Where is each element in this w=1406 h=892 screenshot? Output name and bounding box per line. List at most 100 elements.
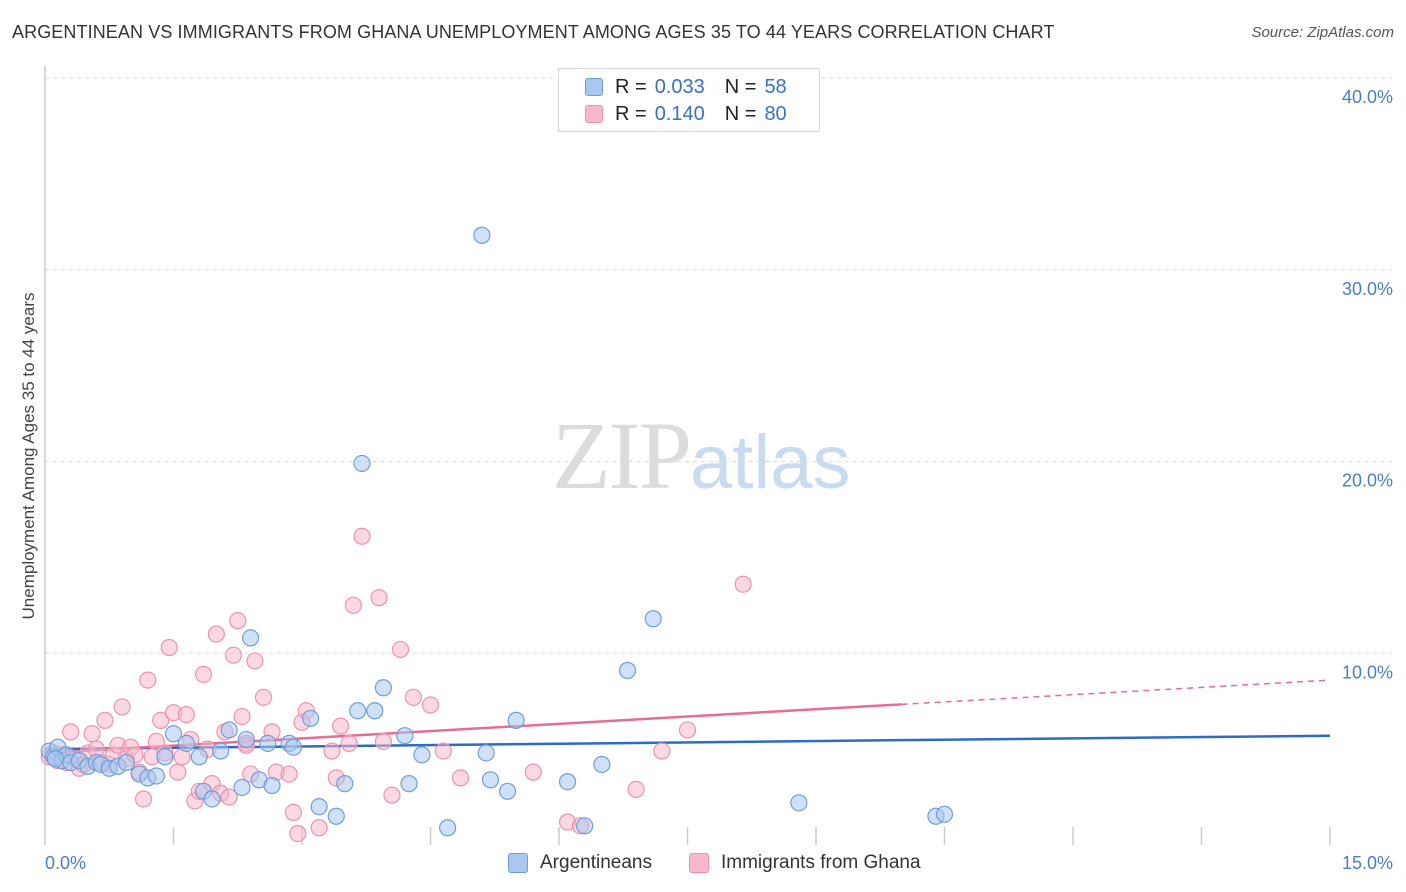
- point-argentineans: [396, 727, 414, 745]
- point-ghana: [653, 742, 671, 760]
- point-ghana: [524, 763, 542, 781]
- point-argentineans: [790, 794, 808, 812]
- point-ghana: [113, 698, 131, 716]
- argentineans-swatch: [585, 78, 603, 96]
- chart-title: ARGENTINEAN VS IMMIGRANTS FROM GHANA UNE…: [12, 22, 1055, 42]
- point-ghana: [340, 734, 358, 752]
- point-argentineans: [507, 711, 525, 729]
- point-ghana: [169, 763, 187, 781]
- point-ghana: [331, 717, 350, 735]
- point-ghana: [246, 652, 264, 670]
- x-tick-label: 15.0%: [1342, 853, 1393, 873]
- ghana-swatch: [689, 853, 709, 873]
- point-argentineans: [374, 679, 392, 697]
- point-ghana: [627, 780, 645, 798]
- label-layer: 10.0% 20.0% 30.0% 40.0% 0.0% 15.0% Unemploymen…: [19, 87, 1393, 873]
- point-ghana: [224, 646, 243, 664]
- point-argentineans: [473, 226, 491, 244]
- watermark: ZIPatlas: [552, 400, 851, 511]
- point-ghana: [383, 786, 401, 804]
- source-label: Source: ZipAtlas.com: [1251, 24, 1394, 41]
- point-argentineans: [263, 776, 281, 795]
- point-ghana: [370, 589, 388, 607]
- point-ghana: [323, 742, 341, 760]
- x-tick-label: 0.0%: [45, 853, 86, 873]
- point-ghana: [96, 711, 114, 729]
- point-argentineans: [576, 817, 594, 835]
- point-argentineans: [349, 702, 367, 720]
- point-argentineans: [477, 744, 495, 762]
- point-argentineans: [935, 805, 954, 823]
- point-ghana: [289, 824, 307, 843]
- argentineans-swatch: [508, 853, 528, 873]
- legend-r-label: R =: [615, 102, 647, 125]
- point-ghana: [177, 706, 195, 724]
- point-argentineans: [301, 709, 320, 728]
- ghana-swatch: [585, 105, 603, 123]
- point-argentineans: [259, 734, 277, 752]
- point-ghana: [421, 696, 440, 714]
- y-tick-label: 30.0%: [1342, 279, 1393, 299]
- point-ghana: [134, 790, 153, 808]
- point-ghana: [391, 640, 410, 659]
- point-ghana: [62, 723, 80, 741]
- legend-label-ghana: Immigrants from Ghana: [721, 852, 921, 873]
- legend-n-label: N =: [724, 102, 757, 125]
- point-argentineans: [593, 755, 611, 774]
- legend-label-argentineans: Argentineans: [540, 852, 652, 873]
- point-argentineans: [336, 775, 354, 793]
- point-ghana: [160, 638, 178, 657]
- trend-line-dashed-ghana: [901, 679, 1331, 706]
- watermark-zip: ZIP: [552, 402, 692, 509]
- point-ghana: [404, 688, 422, 706]
- point-ghana: [344, 596, 362, 614]
- point-ghana: [353, 527, 371, 545]
- legend-r-label: R =: [615, 75, 647, 98]
- point-argentineans: [499, 782, 517, 800]
- series-legend: Argentineans Immigrants from Ghana: [0, 852, 1406, 876]
- points-layer: [40, 226, 954, 843]
- point-argentineans: [618, 661, 637, 680]
- point-argentineans: [220, 721, 238, 739]
- point-ghana: [233, 707, 251, 726]
- watermark-atlas: atlas: [690, 420, 851, 505]
- point-ghana: [280, 765, 298, 783]
- point-ghana: [83, 725, 101, 743]
- point-argentineans: [177, 734, 195, 752]
- legend-item-ghana[interactable]: Immigrants from Ghana: [689, 852, 921, 874]
- point-argentineans: [413, 746, 431, 764]
- point-argentineans: [147, 767, 165, 785]
- point-argentineans: [481, 771, 500, 789]
- point-ghana: [254, 688, 273, 706]
- point-argentineans: [558, 773, 577, 791]
- point-ghana: [229, 612, 247, 630]
- point-argentineans: [310, 798, 328, 816]
- point-argentineans: [156, 748, 174, 766]
- legend-r-value: 0.140: [654, 102, 705, 125]
- point-argentineans: [242, 629, 260, 647]
- point-ghana: [147, 732, 165, 751]
- point-ghana: [310, 819, 328, 837]
- point-argentineans: [190, 748, 208, 766]
- legend-n-value: 80: [764, 102, 787, 125]
- point-ghana: [284, 803, 303, 822]
- point-ghana: [374, 732, 392, 751]
- point-ghana: [434, 742, 452, 760]
- y-axis-title: Unemployment Among Ages 35 to 44 years: [19, 293, 38, 620]
- point-argentineans: [644, 610, 662, 628]
- legend-r-value: 0.033: [654, 75, 705, 98]
- point-ghana: [207, 625, 225, 643]
- point-ghana: [220, 788, 238, 806]
- point-argentineans: [46, 750, 64, 768]
- point-ghana: [451, 769, 470, 787]
- legend-row-ghana: R = 0.140 N = 80: [585, 102, 787, 126]
- y-tick-label: 40.0%: [1342, 87, 1393, 107]
- point-argentineans: [366, 702, 384, 720]
- legend-row-argentineans: R = 0.033 N = 58: [585, 75, 787, 99]
- legend-item-argentineans[interactable]: Argentineans: [508, 852, 652, 874]
- point-argentineans: [233, 778, 251, 797]
- point-ghana: [194, 665, 213, 683]
- trend-line-argentineans: [44, 734, 1331, 751]
- point-argentineans: [117, 753, 135, 772]
- point-argentineans: [284, 738, 303, 756]
